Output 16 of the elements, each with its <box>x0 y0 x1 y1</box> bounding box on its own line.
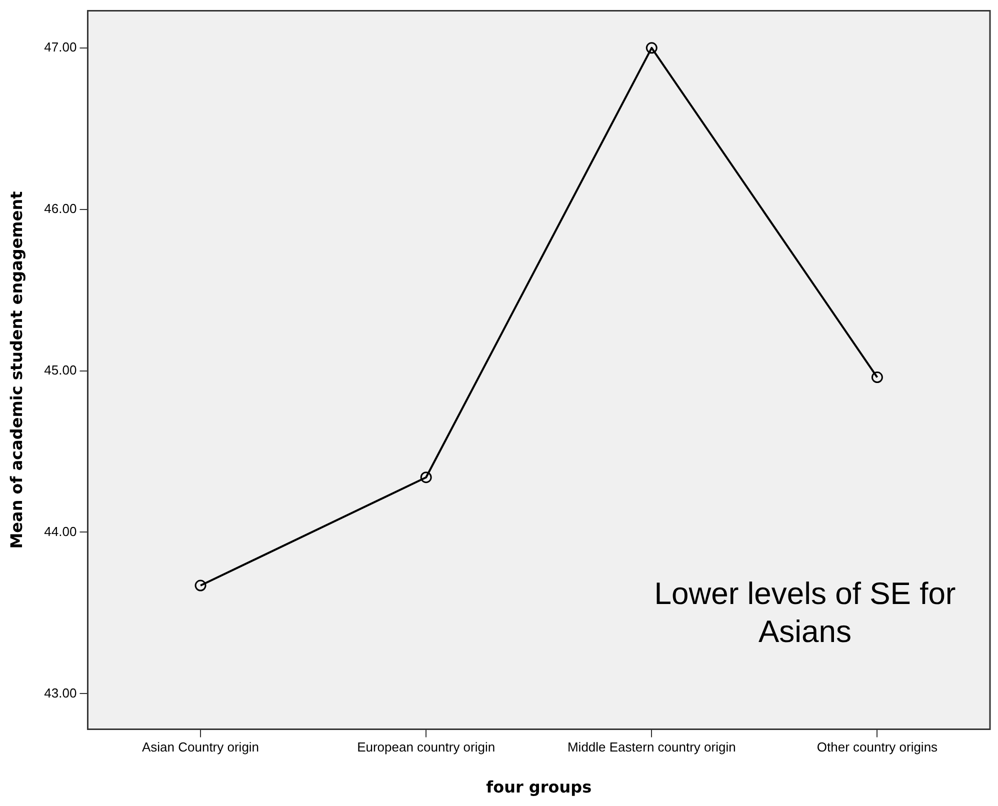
x-axis-title: four groups <box>486 778 592 797</box>
x-tick-label: Middle Eastern country origin <box>567 740 736 755</box>
y-tick-label: 47.00 <box>44 40 77 55</box>
x-tick-label: European country origin <box>357 740 496 755</box>
y-tick-label: 44.00 <box>44 524 77 539</box>
y-axis-title: Mean of academic student engagement <box>6 190 26 549</box>
y-tick-label: 43.00 <box>44 685 77 700</box>
y-tick-label: 46.00 <box>44 200 77 216</box>
point <box>194 580 206 592</box>
y-tick-label: 45.00 <box>44 362 77 378</box>
point <box>420 472 432 484</box>
point <box>646 42 658 54</box>
annotation: Lower levels of SE for Asians <box>653 575 957 651</box>
x-tick-label: Other country origins <box>816 740 938 755</box>
point <box>871 372 883 384</box>
x-tick-label: Asian Country origin <box>142 740 260 755</box>
